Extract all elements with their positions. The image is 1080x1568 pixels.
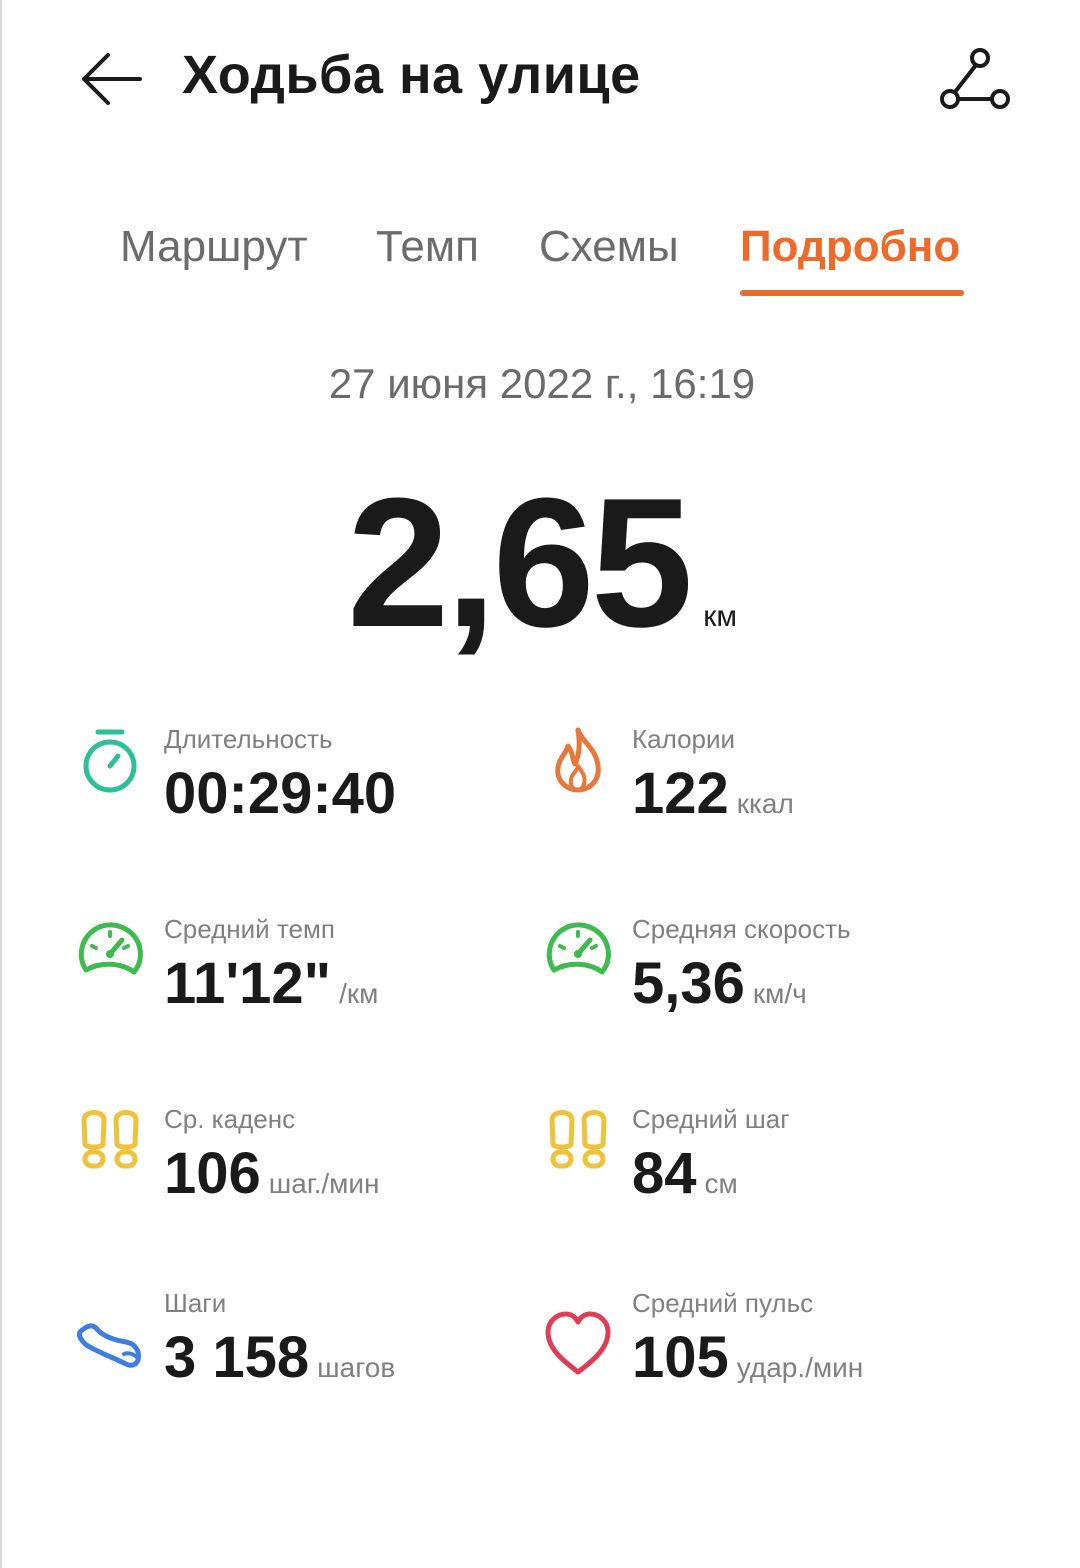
metric-value: 5,36 [632, 951, 745, 1016]
metric-value: 122 [632, 761, 729, 826]
metric-unit: шагов [317, 1352, 396, 1383]
distance-summary: 2,65 км [2, 456, 1080, 668]
metric-duration: Длительность 00:29:40 [74, 724, 534, 864]
distance-unit: км [703, 600, 737, 633]
metric-avg-heart-rate: Средний пульс 105 удар./мин [542, 1288, 1002, 1428]
metric-avg-pace: Средний темп 11'12"/км [74, 914, 534, 1054]
arrow-left-icon [82, 53, 142, 105]
distance-value: 2,65 [347, 459, 693, 665]
metric-label: Длительность [164, 724, 333, 754]
tab-details[interactable]: Подробно [740, 222, 961, 271]
metric-value: 00:29:40 [164, 761, 397, 826]
tab-charts[interactable]: Схемы [539, 222, 679, 271]
metric-steps: Шаги 3 158 шагов [74, 1288, 534, 1428]
flame-icon [555, 727, 601, 793]
metric-value: 84 [632, 1141, 697, 1206]
metric-value: 3 158 [164, 1325, 310, 1390]
tab-pace[interactable]: Темп [376, 222, 479, 271]
metric-value: 106 [164, 1141, 261, 1206]
route-share-icon [940, 48, 1010, 109]
tab-route[interactable]: Маршрут [120, 222, 308, 271]
metric-unit: ккал [736, 788, 794, 819]
metric-avg-stride: Средний шаг 84 см [542, 1104, 1002, 1244]
workout-date: 27 июня 2022 г., 16:19 [328, 360, 756, 407]
metric-label: Шаги [164, 1288, 227, 1318]
metric-value: 11'12" [164, 951, 332, 1016]
metric-label: Средний темп [164, 914, 335, 944]
metric-label: Калории [632, 724, 736, 754]
route-share-button[interactable] [932, 40, 1016, 120]
metric-label: Средний пульс [632, 1288, 814, 1318]
footprints-icon [549, 1110, 607, 1169]
page-title: Ходьба на улице [182, 45, 641, 105]
metric-avg-speed: Средняя скорость 5,36 км/ч [542, 914, 1002, 1054]
metric-value: 105 [632, 1325, 729, 1390]
back-button[interactable] [74, 46, 146, 112]
speedometer-icon [78, 922, 143, 975]
metric-unit: см [704, 1168, 738, 1199]
heart-icon [545, 1311, 611, 1375]
active-tab-indicator [740, 290, 964, 296]
metric-calories: Калории 122 ккал [542, 724, 1002, 864]
metric-avg-cadence: Ср. каденс 106 шаг./мин [74, 1104, 534, 1244]
speedometer-icon [546, 922, 611, 975]
metric-unit: шаг./мин [268, 1168, 380, 1199]
metric-label: Средний шаг [632, 1104, 790, 1134]
stopwatch-icon [83, 729, 137, 793]
footprints-icon [81, 1110, 139, 1169]
app-header: Ходьба на улице [2, 0, 1080, 170]
metric-unit: удар./мин [736, 1352, 864, 1383]
metric-unit: км/ч [752, 978, 807, 1009]
shoe-icon [77, 1323, 141, 1368]
tab-bar: Маршрут Темп Схемы Подробно [2, 210, 1080, 310]
metric-label: Ср. каденс [164, 1104, 296, 1134]
metric-unit: /км [339, 978, 379, 1009]
metric-label: Средняя скорость [632, 914, 851, 944]
